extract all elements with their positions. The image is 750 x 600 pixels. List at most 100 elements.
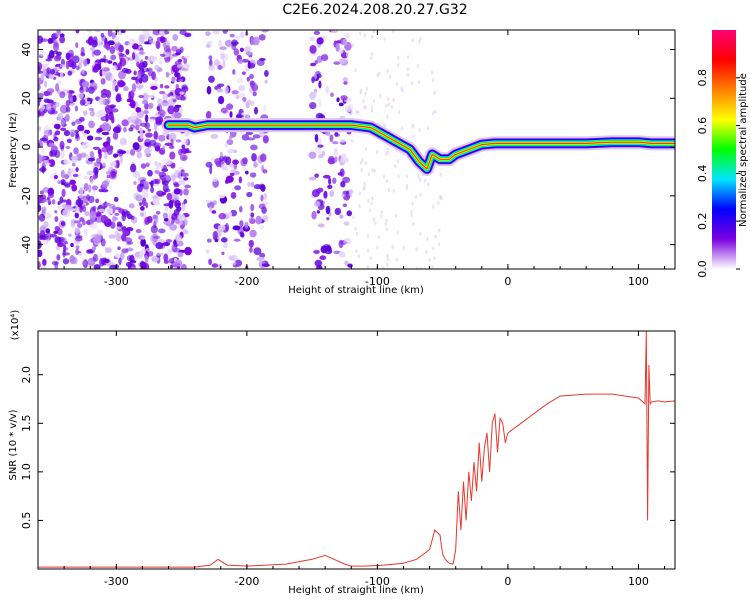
heatmap-noise-blob	[233, 170, 240, 175]
snr-ytick-label: 1.5	[20, 415, 33, 433]
heatmap-noise-blob	[115, 94, 122, 103]
heatmap-noise-blob	[156, 190, 165, 197]
heatmap-noise-blob	[96, 39, 102, 48]
heatmap-noise-blob	[72, 173, 79, 178]
heatmap-noise-blob	[177, 251, 184, 258]
colorbar-ticks: 0.0 0.2 0.4 0.6 0.8	[696, 69, 740, 278]
heatmap-noise-blob	[112, 82, 116, 92]
heatmap-noise-blob	[363, 185, 366, 190]
heatmap-noise-blob	[103, 43, 110, 49]
heatmap-noise-blob	[227, 211, 233, 218]
heatmap-noise-blob	[55, 101, 60, 108]
heatmap-noise-blob	[247, 99, 252, 106]
heatmap-noise-blob	[93, 264, 101, 269]
heatmap-noise-blob	[314, 146, 322, 154]
heatmap-noise-blob	[410, 81, 414, 86]
heatmap-noise-blob	[96, 157, 102, 164]
heatmap-noise-blob	[39, 234, 47, 241]
heatmap-noise-blob	[340, 138, 346, 143]
heatmap-noise-blob	[161, 37, 167, 43]
heatmap-noise-blob	[118, 70, 126, 80]
heatmap-noise-blob	[245, 131, 254, 135]
heatmap-noise-blob	[110, 161, 117, 167]
heatmap-noise-blob	[248, 217, 255, 222]
heatmap-noise-blob	[244, 170, 249, 175]
snr-xtick-label: 0	[504, 575, 511, 588]
heatmap-noise-blob	[106, 207, 114, 214]
heatmap-noise-blob	[405, 183, 409, 188]
heatmap-noise-blob	[210, 133, 219, 140]
heatmap-noise-blob	[437, 242, 441, 247]
heatmap-noise-blob	[244, 46, 253, 52]
heatmap-noise-blob	[224, 39, 233, 47]
heatmap-noise-blob	[329, 190, 335, 197]
heatmap-noise-blob	[141, 100, 149, 105]
heatmap-noise-blob	[116, 226, 122, 230]
heatmap-noise-blob	[385, 179, 389, 184]
heatmap-noise-blob	[386, 69, 389, 74]
heatmap-noise-blob	[120, 30, 126, 34]
heatmap-xtick-label: -100	[365, 275, 390, 288]
heatmap-noise-blob	[143, 180, 149, 187]
chart-title: C2E6.2024.208.20.27.G32	[282, 2, 468, 18]
heatmap-noise-blob	[38, 261, 41, 269]
heatmap-noise-blob	[101, 122, 110, 131]
heatmap-noise-blob	[238, 176, 243, 184]
heatmap-noise-blob	[65, 145, 71, 149]
heatmap-noise-blob	[259, 252, 266, 259]
heatmap-noise-blob	[382, 266, 385, 269]
heatmap-noise-blob	[185, 147, 190, 153]
heatmap-noise-blob	[342, 203, 348, 207]
heatmap-noise-blob	[261, 263, 270, 268]
heatmap-noise-blob	[148, 118, 155, 123]
heatmap-noise-blob	[49, 68, 55, 75]
heatmap-noise-blob	[75, 248, 79, 256]
snr-x-axis-label: Height of straight line (km)	[288, 585, 424, 596]
heatmap-noise-blob	[240, 31, 245, 39]
heatmap-noise-blob	[162, 92, 168, 101]
heatmap-noise-blob	[144, 114, 149, 123]
heatmap-noise-blob	[363, 182, 366, 187]
heatmap-noise-blob	[247, 137, 256, 141]
heatmap-noise-blob	[386, 262, 389, 267]
heatmap-noise-blob	[179, 154, 188, 161]
heatmap-noise-blob	[152, 178, 159, 185]
heatmap-noise-blob	[236, 77, 244, 84]
heatmap-noise-blob	[83, 110, 88, 116]
heatmap-noise-blob	[220, 107, 228, 114]
heatmap-noise-blob	[308, 176, 317, 181]
heatmap-noise-blob	[311, 210, 317, 220]
heatmap-noise-blob	[207, 201, 215, 209]
heatmap-noise-blob	[327, 246, 333, 253]
heatmap-noise-blob	[165, 71, 170, 78]
heatmap-noise-blob	[171, 45, 178, 52]
heatmap-noise-blob	[144, 142, 150, 147]
heatmap-noise-blob	[239, 231, 244, 238]
heatmap-noise-blob	[345, 105, 352, 113]
heatmap-noise-blob	[205, 110, 212, 120]
heatmap-noise-blob	[215, 161, 221, 168]
heatmap-noise-blob	[106, 136, 111, 145]
heatmap-noise-blob	[183, 137, 188, 146]
heatmap-noise-blob	[51, 260, 59, 266]
heatmap-noise-blob	[262, 135, 269, 144]
heatmap-noise-blob	[158, 171, 167, 178]
heatmap-noise-blob	[137, 50, 145, 58]
heatmap-noise-blob	[239, 220, 244, 227]
heatmap-noise-blob	[71, 184, 78, 192]
colorbar: 0.0 0.2 0.4 0.6 0.8 Normalized spectral ampl…	[696, 30, 749, 278]
heatmap-noise-blob	[387, 150, 390, 155]
heatmap-noise-blob	[147, 251, 154, 257]
heatmap-noise-blob	[163, 260, 169, 264]
heatmap-noise-blob	[330, 30, 339, 34]
heatmap-noise-blob	[114, 212, 120, 216]
heatmap-noise-blob	[419, 266, 422, 269]
heatmap-noise-blob	[139, 77, 143, 84]
heatmap-noise-blob	[51, 199, 56, 205]
heatmap-noise-blob	[309, 91, 316, 100]
heatmap-noise-blob	[314, 259, 323, 267]
heatmap-noise-blob	[431, 265, 434, 269]
heatmap-noise-blob	[39, 194, 47, 200]
heatmap-noise-blob	[415, 266, 419, 269]
